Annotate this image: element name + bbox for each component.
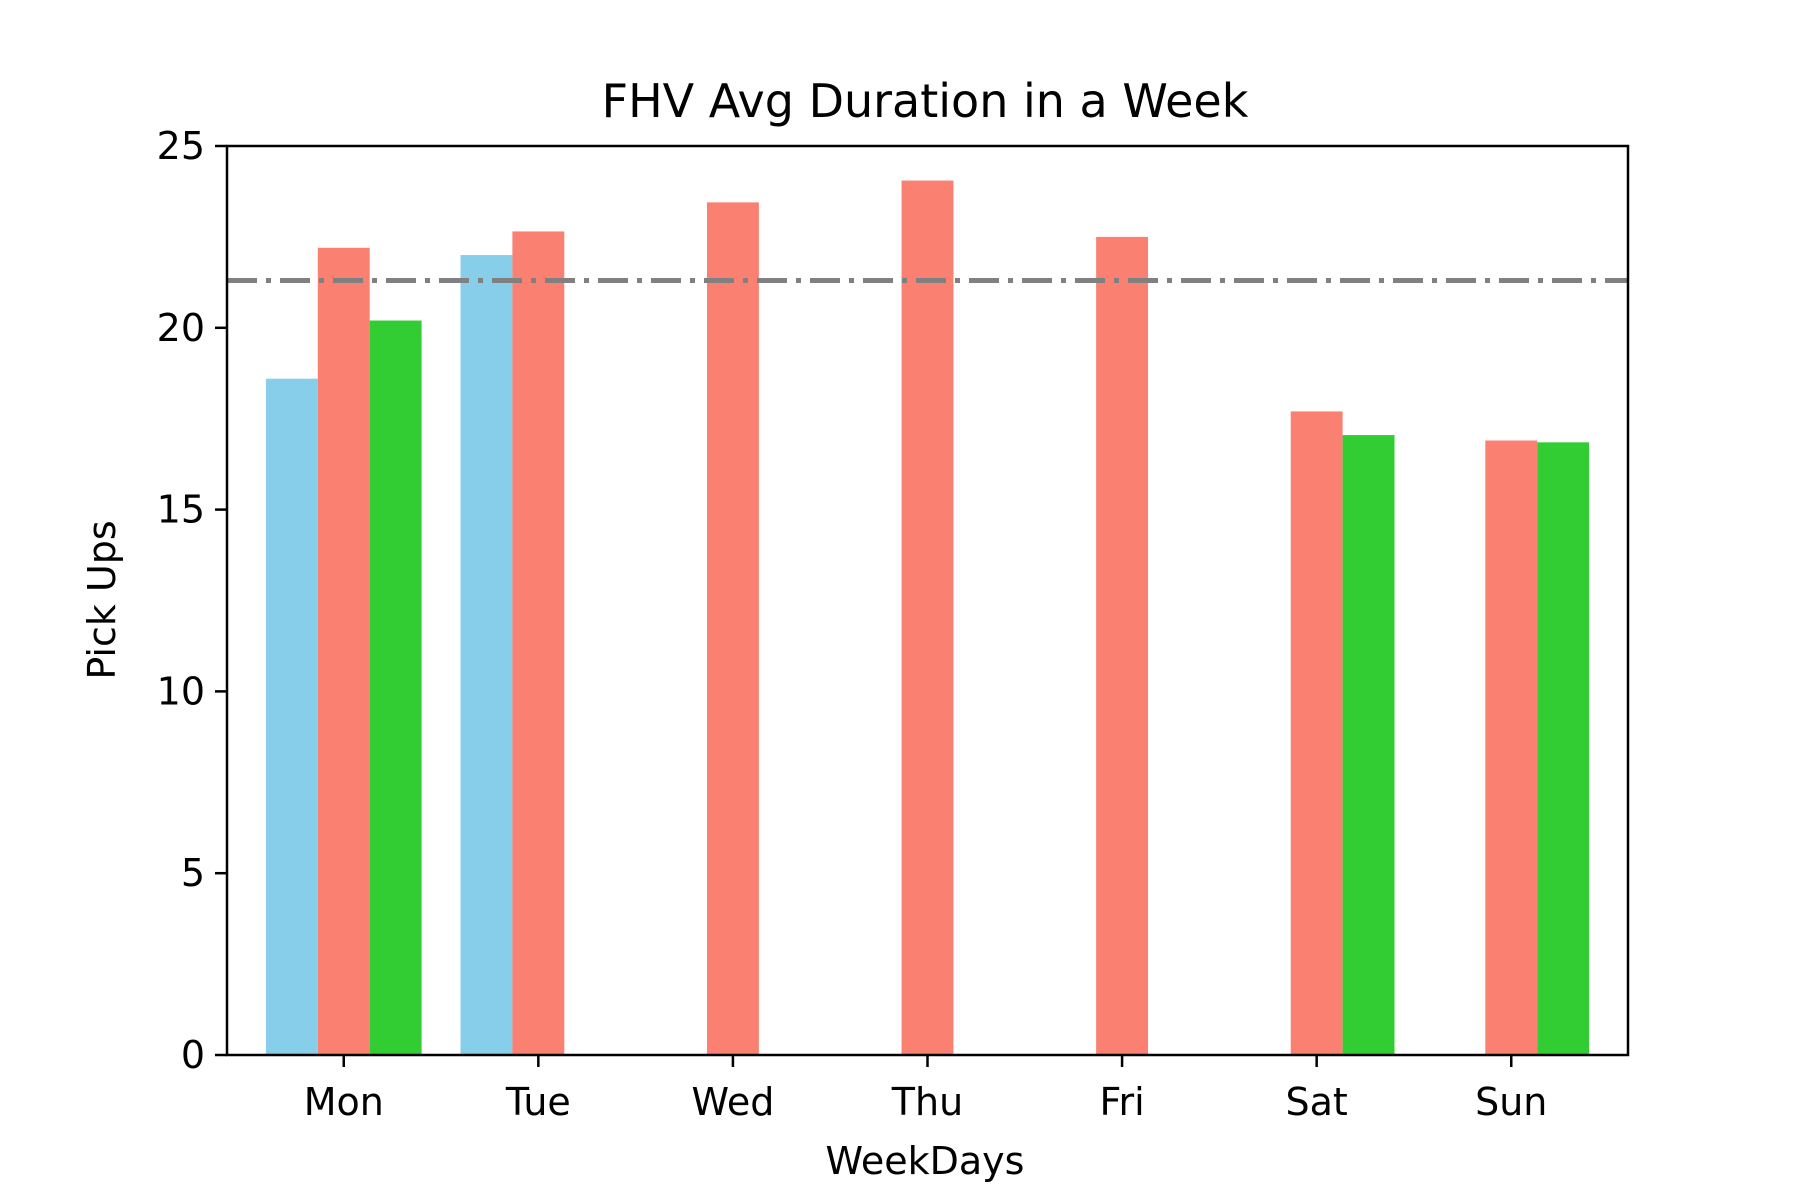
x-tick-label-sun: Sun [1475,1080,1547,1124]
x-tick-label-wed: Wed [691,1080,774,1124]
y-axis-title: Pick Ups [80,520,124,679]
x-tick-label-thu: Thu [891,1080,963,1124]
bar-fri-s2 [1096,236,1149,1055]
bar-wed-s2 [706,202,759,1055]
bars-layer [265,180,1590,1056]
y-tick-label: 20 [157,306,205,350]
bar-tue-s1 [460,255,513,1055]
y-tick-label: 25 [157,124,205,168]
y-tick-label: 15 [157,488,205,532]
x-tick-label-sat: Sat [1286,1080,1348,1124]
x-tick-label-tue: Tue [505,1080,571,1124]
bar-sat-s3 [1342,435,1395,1055]
y-tick-label: 0 [181,1033,205,1077]
axes-layer: 0 5 10 15 20 25 Mon Tue Wed Thu Fri Sat Sun [157,124,1630,1124]
x-axis-title: WeekDays [826,1139,1025,1183]
bar-sun-s3 [1537,442,1590,1056]
x-tick-label-fri: Fri [1099,1080,1144,1124]
bar-mon-s1 [265,378,318,1056]
bar-mon-s2 [317,247,370,1056]
bar-tue-s2 [512,231,565,1056]
bar-mon-s3 [369,320,422,1055]
x-tick-label-mon: Mon [304,1080,384,1124]
y-tick-label: 5 [181,851,205,895]
y-tick-label: 10 [157,669,205,713]
bar-sat-s2 [1290,411,1343,1056]
bar-thu-s2 [901,180,954,1056]
bar-sun-s2 [1485,440,1538,1055]
chart-title: FHV Avg Duration in a Week [602,74,1249,128]
